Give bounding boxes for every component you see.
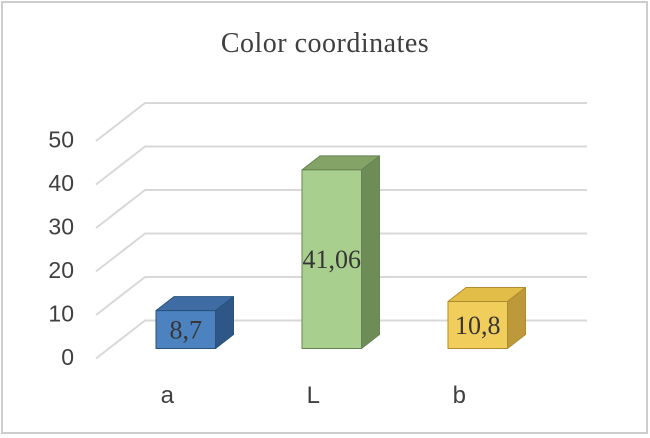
y-axis-tick-label: 30	[48, 214, 74, 240]
gridline	[95, 319, 587, 360]
gridline	[95, 102, 587, 142]
y-axis-tick-label: 50	[48, 127, 74, 153]
bar-L[interactable]	[301, 155, 380, 349]
gridline	[95, 276, 587, 316]
y-axis-tick-label: 40	[48, 170, 74, 196]
bar-front-face	[447, 301, 508, 349]
y-axis-tick-label: 10	[48, 301, 74, 327]
x-axis-category-label: L	[307, 382, 320, 409]
bar-a[interactable]	[155, 296, 234, 349]
y-axis-tick-label: 0	[61, 344, 74, 370]
bar-front-face	[301, 169, 362, 349]
gridline	[95, 189, 587, 229]
x-axis-category-label: b	[453, 382, 466, 409]
bar-front-face	[155, 310, 216, 349]
gridline	[95, 232, 587, 273]
bar-b[interactable]	[447, 287, 526, 349]
bar-data-label: 8,7	[170, 316, 203, 345]
chart-title: Color coordinates	[220, 28, 430, 59]
x-axis-category-label: a	[161, 382, 175, 409]
bar-data-label: 41,06	[303, 245, 362, 274]
bar-data-label: 10,8	[455, 311, 501, 340]
bar-side-face	[361, 155, 380, 349]
gridline	[95, 145, 587, 186]
y-axis-tick-label: 20	[48, 257, 74, 283]
